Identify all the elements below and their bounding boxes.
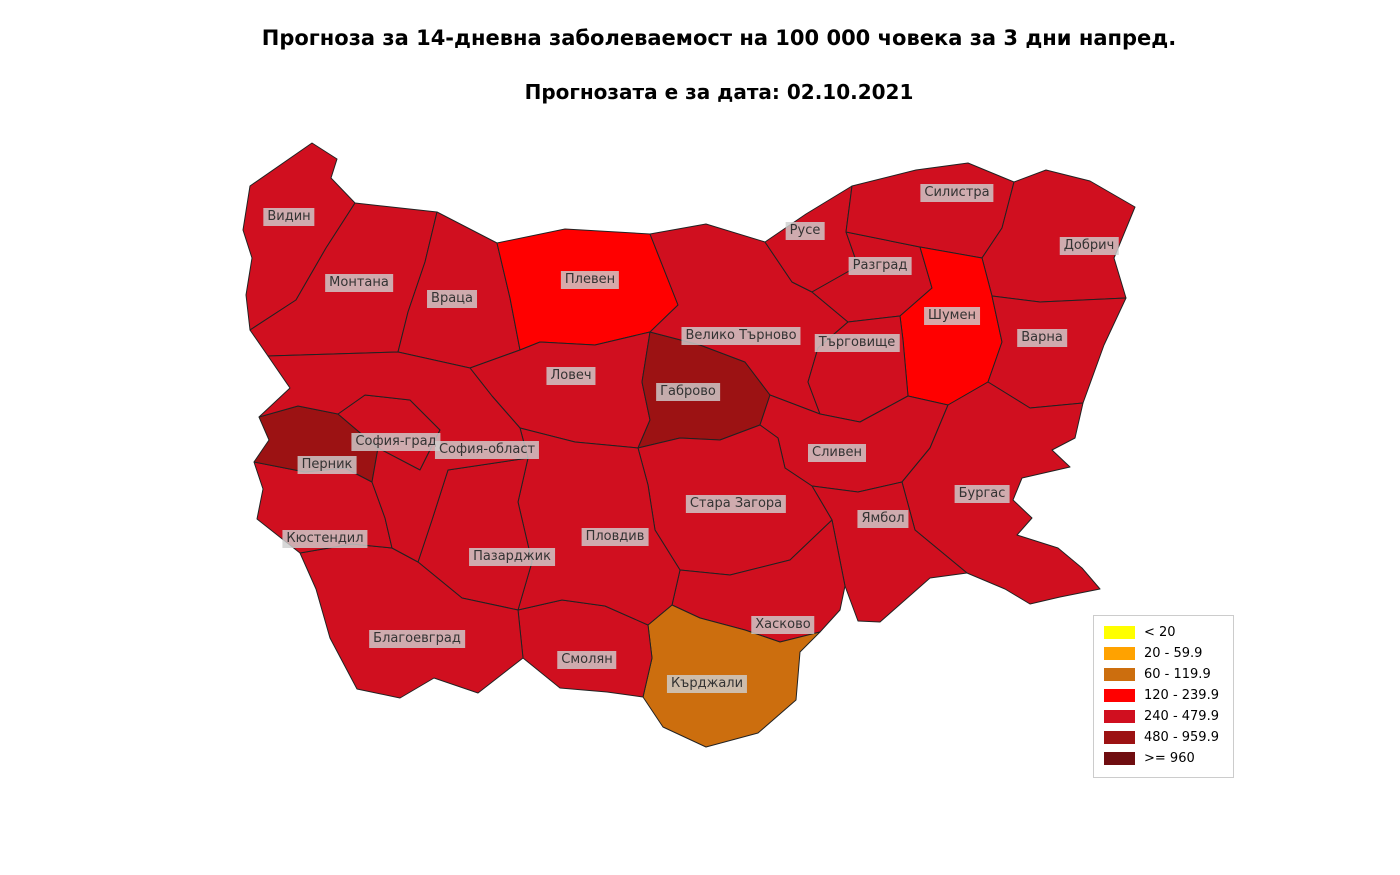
legend-item-label: 240 - 479.9 <box>1144 709 1219 724</box>
legend-item-label: < 20 <box>1144 625 1176 640</box>
legend-item: 480 - 959.9 <box>1104 727 1233 748</box>
legend-item-label: 120 - 239.9 <box>1144 688 1219 703</box>
legend-swatch <box>1104 647 1135 660</box>
figure-subtitle: Прогнозата е за дата: 02.10.2021 <box>524 80 914 104</box>
province-shape <box>987 295 1127 409</box>
legend: < 20 20 - 59.9 60 - 119.9 120 - 239.9 240 - … <box>1093 615 1234 778</box>
legend-item: < 20 <box>1104 622 1233 643</box>
figure-title: Прогноза за 14-дневна заболеваемост на 1… <box>261 26 1177 50</box>
legend-swatch <box>1104 710 1135 723</box>
legend-item-label: 480 - 959.9 <box>1144 730 1219 745</box>
legend-item: 240 - 479.9 <box>1104 706 1233 727</box>
legend-item: >= 960 <box>1104 748 1233 769</box>
legend-items: < 20 20 - 59.9 60 - 119.9 120 - 239.9 240 - … <box>1104 622 1233 769</box>
province-shape <box>258 351 529 563</box>
legend-swatch <box>1104 752 1135 765</box>
legend-item: 60 - 119.9 <box>1104 664 1233 685</box>
legend-item-label: 60 - 119.9 <box>1144 667 1211 682</box>
legend-swatch <box>1104 626 1135 639</box>
legend-swatch <box>1104 689 1135 702</box>
legend-item: 20 - 59.9 <box>1104 643 1233 664</box>
legend-item-label: >= 960 <box>1144 751 1195 766</box>
legend-swatch <box>1104 668 1135 681</box>
legend-swatch <box>1104 731 1135 744</box>
legend-item-label: 20 - 59.9 <box>1144 646 1203 661</box>
legend-item: 120 - 239.9 <box>1104 685 1233 706</box>
